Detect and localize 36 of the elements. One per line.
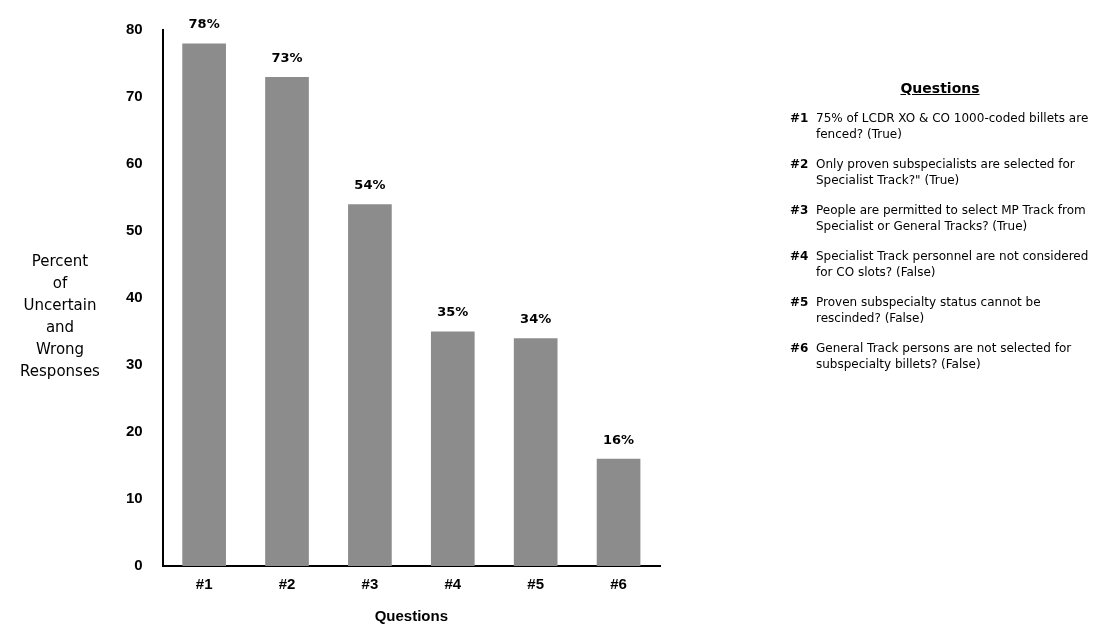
x-tick-label: #2 [278, 575, 296, 593]
text: Specialist Track personnel are not considered for CO slots? (False) [816, 248, 1090, 280]
data-label: 54% [354, 177, 386, 193]
x-tick-label: #1 [195, 575, 213, 593]
y-tick-label: 30 [126, 355, 143, 373]
text: 75% of LCDR XO & CO 1000-coded billets are fenced? (True) [816, 110, 1090, 142]
x-tick-label: #3 [361, 575, 379, 593]
x-tick-label: #6 [610, 575, 627, 593]
x-tick-label: #5 [527, 575, 545, 593]
y-tick-label: 60 [126, 154, 143, 172]
y-tick-label: 50 [126, 221, 143, 239]
data-label: 35% [437, 304, 469, 320]
text: General Track persons are not selected for subspecialty billets? (False) [816, 340, 1073, 372]
category-label: #3 [790, 203, 809, 217]
category-label: #2 [790, 157, 809, 171]
category-label: #5 [790, 295, 809, 309]
y-tick-label: 0 [134, 556, 143, 574]
data-label: 73% [271, 49, 303, 65]
y-tick-label: 40 [126, 288, 143, 306]
y-axis-title: Percent of Uncertain and Wrong Responses [19, 251, 101, 382]
y-tick-label: 20 [126, 422, 143, 440]
text: Questions [899, 80, 981, 96]
text: People are permitted to select MP Track from Specialist or General Tracks? (True) [816, 202, 1087, 234]
y-tick-label: 10 [126, 489, 143, 507]
y-tick-label: 80 [126, 20, 143, 38]
data-label: 78% [188, 16, 220, 32]
category-label: #4 [790, 249, 809, 263]
data-label: 16% [602, 431, 635, 447]
text: Only proven subspecialists are selected for Specialist Track?" (True) [816, 156, 1076, 188]
category-label: #1 [790, 111, 809, 125]
category-label: #6 [790, 341, 809, 355]
x-tick-label: #4 [444, 575, 462, 593]
data-label: 34% [520, 311, 552, 327]
x-axis-title: Questions [374, 607, 449, 625]
y-tick-label: 70 [126, 87, 143, 105]
text: Proven subspecialty status cannot be rescinded? (False) [816, 294, 1042, 326]
